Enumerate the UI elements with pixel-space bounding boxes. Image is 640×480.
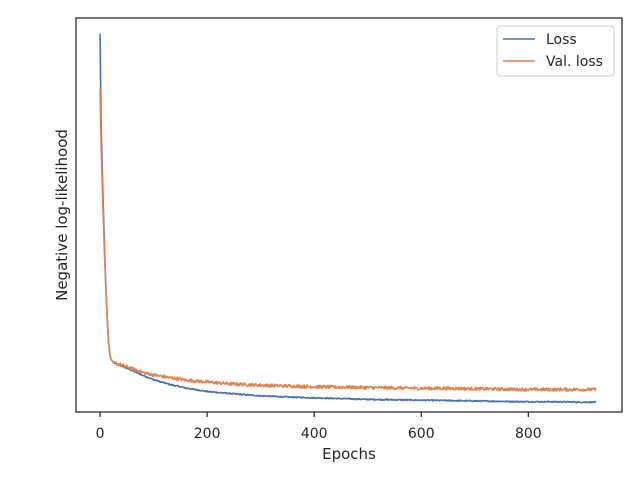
x-axis-ticks: 0 200 400 600 800 [96, 412, 542, 442]
legend-entry-loss: Loss [546, 32, 577, 48]
y-axis-label: Negative log-likelihood [53, 129, 71, 301]
x-tick-label: 600 [408, 426, 435, 442]
legend: Loss Val. loss [496, 25, 615, 77]
x-tick-label: 400 [301, 426, 328, 442]
series-layer [99, 33, 597, 404]
plot-frame [75, 17, 623, 413]
legend-entry-val-loss: Val. loss [546, 54, 603, 70]
series-line-val-loss [99, 88, 597, 392]
x-tick-label: 800 [515, 426, 542, 442]
x-tick-label: 200 [194, 426, 221, 442]
series-line-loss [99, 33, 597, 404]
x-axis-label: Epochs [322, 445, 376, 463]
x-tick-label: 0 [96, 426, 105, 442]
